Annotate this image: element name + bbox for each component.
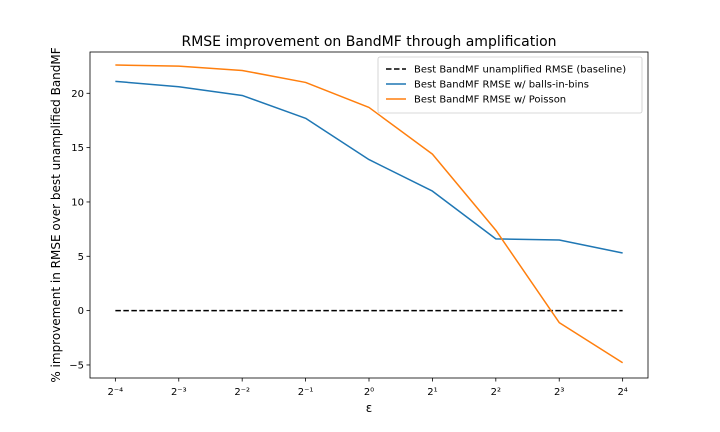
x-tick-label: 2³	[554, 387, 564, 398]
y-tick-label: 20	[71, 89, 84, 100]
x-tick-label: 2⁻³	[171, 387, 187, 398]
plot-lines	[115, 64, 624, 364]
legend-label: Best BandMF unamplified RMSE (baseline)	[414, 65, 626, 76]
x-tick-label: 2⁻⁴	[108, 387, 124, 398]
y-tick-label: 5	[78, 252, 84, 263]
legend-box	[377, 56, 643, 114]
y-axis-label: % improvement in RMSE over best unamplif…	[49, 47, 63, 382]
y-axis-ticks: −5 0 5 10 15 20	[69, 89, 90, 371]
legend-label: Best BandMF RMSE w/ Poisson	[414, 95, 566, 106]
x-tick-label: 2⁴	[617, 387, 627, 398]
x-axis-ticks: 2⁻⁴ 2⁻³ 2⁻² 2⁻¹ 2⁰ 2¹ 2² 2³ 2⁴	[108, 378, 628, 398]
x-axis-label: ε	[366, 401, 373, 415]
y-tick-label: 15	[71, 143, 84, 154]
legend-label: Best BandMF RMSE w/ balls-in-bins	[414, 80, 589, 91]
y-tick-label: −5	[69, 360, 84, 371]
chart-title: RMSE improvement on BandMF through ampli…	[181, 34, 556, 50]
x-tick-label: 2⁰	[364, 387, 374, 398]
x-tick-label: 2⁻²	[234, 387, 250, 398]
plot-frame	[89, 51, 649, 379]
x-tick-label: 2²	[491, 387, 501, 398]
legend: Best BandMF unamplified RMSE (baseline) B…	[377, 56, 643, 114]
x-tick-label: 2¹	[427, 387, 437, 398]
y-tick-label: 0	[78, 306, 84, 317]
x-tick-label: 2⁻¹	[298, 387, 314, 398]
y-tick-label: 10	[71, 197, 84, 208]
